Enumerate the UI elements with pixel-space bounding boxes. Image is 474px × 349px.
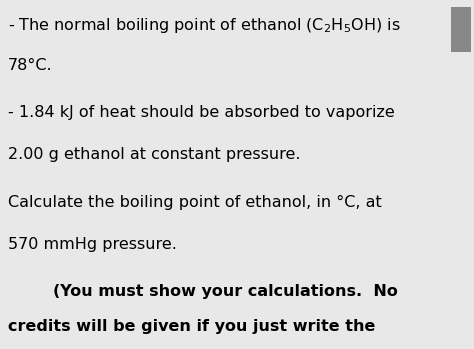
Text: 570 mmHg pressure.: 570 mmHg pressure. — [8, 237, 177, 252]
Text: 2.00 g ethanol at constant pressure.: 2.00 g ethanol at constant pressure. — [8, 147, 301, 162]
FancyBboxPatch shape — [450, 7, 471, 52]
Text: Calculate the boiling point of ethanol, in °C, at: Calculate the boiling point of ethanol, … — [8, 195, 382, 210]
Text: (You must show your calculations.  No: (You must show your calculations. No — [8, 284, 398, 299]
Text: - The normal boiling point of ethanol (C$_2$H$_5$OH) is: - The normal boiling point of ethanol (C… — [8, 16, 401, 35]
Text: 78°C.: 78°C. — [8, 58, 53, 73]
Text: - 1.84 kJ of heat should be absorbed to vaporize: - 1.84 kJ of heat should be absorbed to … — [8, 105, 395, 120]
Text: credits will be given if you just write the: credits will be given if you just write … — [8, 319, 375, 334]
